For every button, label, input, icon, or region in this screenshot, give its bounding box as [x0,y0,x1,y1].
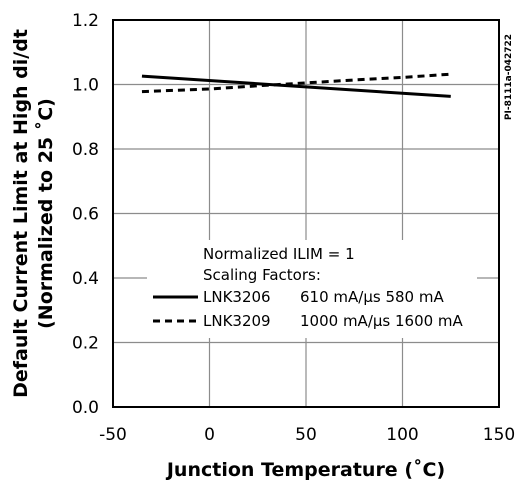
y-axis-title-line2: (Normalized to 25 ˚C) [34,98,57,329]
x-tick-label: 150 [483,425,515,445]
x-tick-label: 100 [386,425,418,445]
x-tick-labels: -50 0 50 100 150 [99,425,515,445]
y-tick-label: 1.2 [72,11,99,31]
y-tick-label: 0.4 [72,269,99,289]
plot-frame [112,19,500,408]
series-layer [141,72,451,98]
series-line-lnk3206 [141,74,451,98]
legend-entry-name: LNK3206 [203,288,271,306]
legend-entries: LNK3206 610 mA/µs 580 mA LNK3209 1000 mA/µs… [153,288,464,330]
y-axis-title-line1: Default Current Limit at High di/dt [10,29,32,398]
y-tick-label: 0.8 [72,140,99,160]
legend-entry-name: LNK3209 [203,312,271,330]
x-tick-label: 0 [204,425,215,445]
x-tick-label: -50 [99,425,127,445]
y-tick-label: 0.0 [72,398,99,418]
y-tick-label: 0.2 [72,334,99,354]
y-tick-labels: 0.0 0.2 0.4 0.6 0.8 1.0 1.2 [72,11,99,418]
legend-heading-scaling: Scaling Factors: [203,266,321,284]
y-tick-label: 0.6 [72,205,99,225]
legend-heading-normalized: Normalized ILIM = 1 [203,245,355,263]
document-code: PI-8111a-042722 [504,34,514,120]
y-tick-label: 1.0 [72,76,99,96]
legend-background [147,240,477,338]
series-line-lnk3209 [141,72,451,94]
legend-entry-factors: 610 mA/µs 580 mA [300,288,444,306]
x-tick-label: 50 [295,425,317,445]
legend-entry-factors: 1000 mA/µs 1600 mA [300,312,464,330]
x-axis-title: Junction Temperature (˚C) [165,458,445,481]
